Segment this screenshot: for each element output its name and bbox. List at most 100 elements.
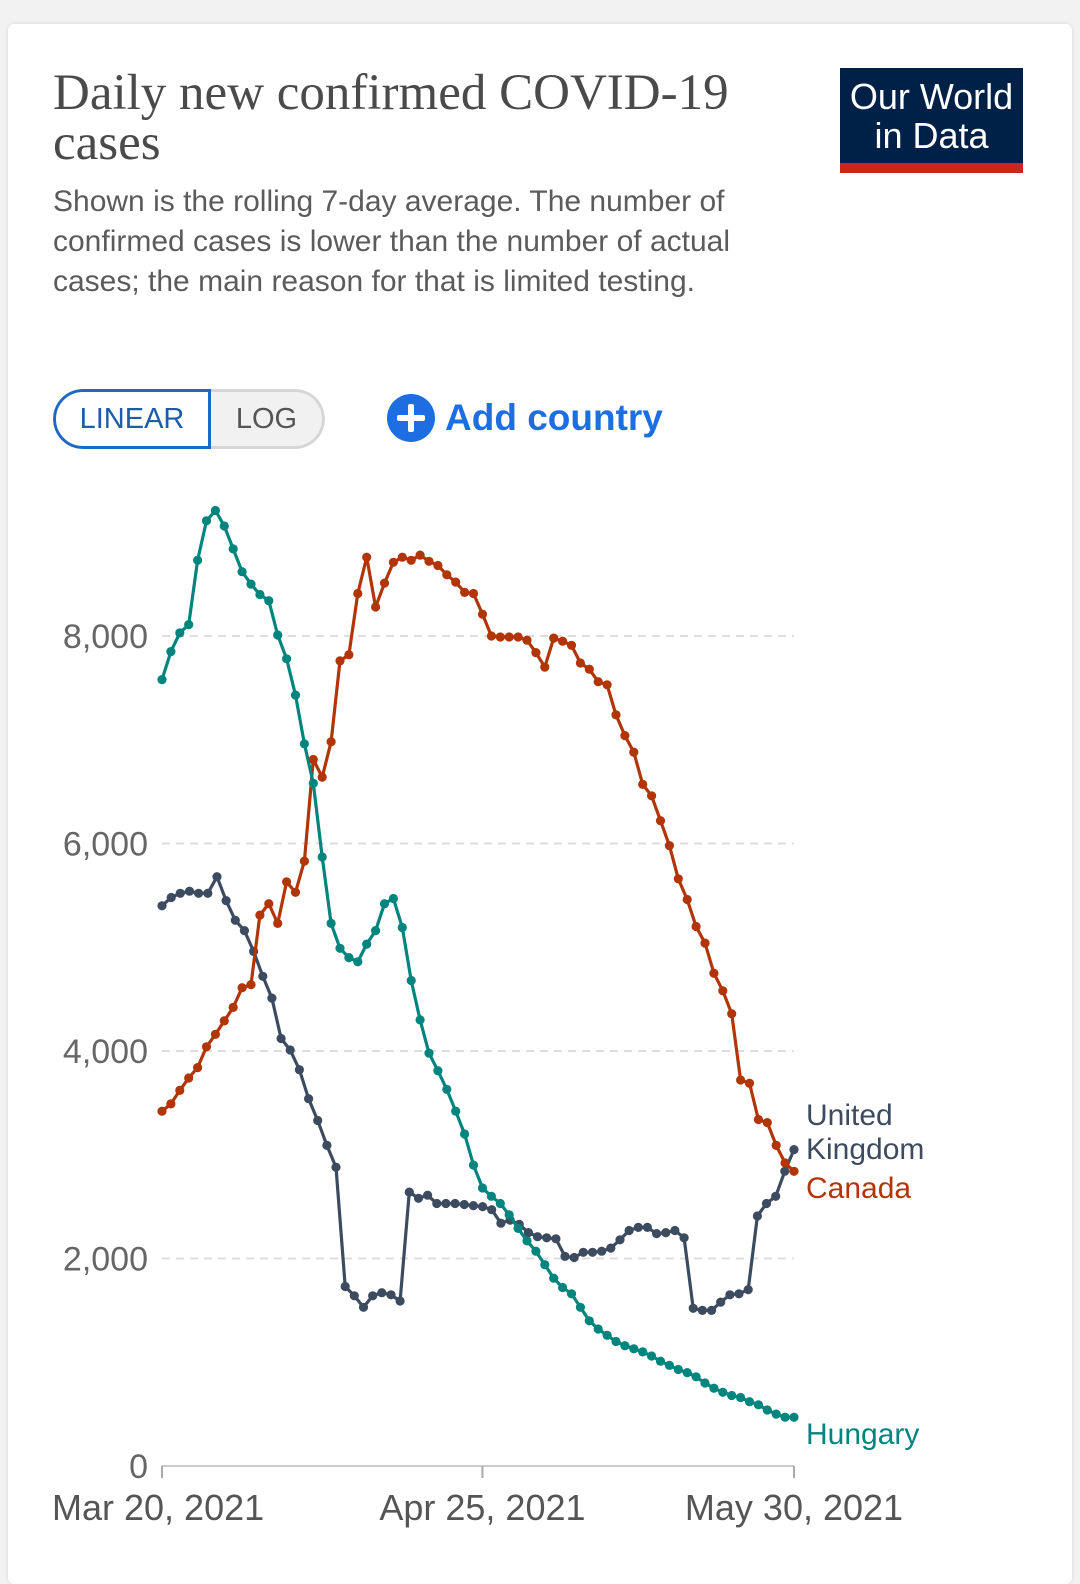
- data-point: [486, 631, 496, 641]
- data-point: [682, 894, 692, 905]
- linear-scale-button[interactable]: LINEAR: [53, 389, 211, 449]
- data-point: [789, 1166, 799, 1176]
- data-point: [415, 550, 425, 560]
- data-point: [575, 658, 586, 668]
- data-point: [647, 791, 657, 801]
- data-point: [450, 1198, 460, 1209]
- chart-title: Daily new confirmed COVID-19 cases: [53, 65, 729, 171]
- data-point: [237, 567, 247, 577]
- data-point: [691, 1372, 701, 1382]
- series-line-canada: [160, 553, 796, 1173]
- data-point: [166, 1099, 176, 1109]
- data-point: [294, 1065, 304, 1075]
- data-point: [388, 893, 398, 904]
- data-point: [451, 577, 461, 587]
- data-point: [377, 1288, 387, 1298]
- data-point: [575, 1302, 586, 1312]
- add-country-label: Add country: [445, 397, 663, 438]
- data-point: [201, 516, 212, 526]
- data-point: [468, 1160, 479, 1170]
- y-tick-label: 4,000: [63, 1033, 148, 1071]
- data-point: [566, 1289, 577, 1299]
- series-line-united-kingdom: [160, 875, 796, 1313]
- data-point: [752, 1211, 763, 1221]
- data-point: [647, 1351, 657, 1361]
- data-point: [709, 1383, 719, 1393]
- data-point: [513, 632, 523, 642]
- data-point: [532, 1232, 543, 1242]
- data-point: [290, 887, 301, 897]
- data-point: [358, 1302, 369, 1312]
- data-point: [697, 1305, 708, 1315]
- data-point: [753, 1400, 764, 1410]
- data-point: [629, 1344, 639, 1354]
- data-point: [210, 1029, 220, 1039]
- data-point: [629, 747, 639, 757]
- data-point: [673, 1364, 683, 1375]
- data-point: [642, 1222, 653, 1232]
- data-point: [611, 1336, 621, 1347]
- data-point: [679, 1233, 689, 1243]
- data-point: [542, 1233, 552, 1243]
- data-point: [349, 1291, 359, 1301]
- data-point: [219, 1016, 229, 1026]
- data-point: [743, 1285, 753, 1295]
- data-point: [558, 636, 568, 646]
- chart-card: [8, 24, 1072, 1584]
- data-point: [566, 640, 577, 650]
- data-point: [606, 1243, 616, 1253]
- data-point: [560, 1251, 570, 1261]
- data-point: [237, 983, 247, 993]
- data-point: [727, 1390, 737, 1401]
- data-point: [661, 1228, 671, 1238]
- data-point: [228, 1002, 238, 1013]
- data-point: [504, 1210, 514, 1220]
- data-point: [194, 888, 204, 898]
- data-point: [246, 980, 256, 990]
- log-scale-button[interactable]: LOG: [211, 389, 325, 449]
- data-point: [531, 648, 541, 658]
- data-point: [368, 1291, 378, 1301]
- data-point: [780, 1166, 790, 1176]
- data-point: [468, 588, 479, 599]
- data-point: [477, 1183, 488, 1193]
- data-point: [495, 1198, 505, 1209]
- data-point: [184, 886, 195, 896]
- data-point: [432, 1198, 442, 1209]
- data-point: [780, 1412, 790, 1422]
- data-point: [273, 630, 283, 640]
- data-point: [335, 943, 345, 953]
- data-point: [406, 975, 416, 986]
- data-point: [282, 877, 292, 887]
- data-point: [285, 1045, 295, 1055]
- data-point: [584, 664, 594, 674]
- data-point: [362, 939, 372, 949]
- data-point: [700, 1378, 710, 1388]
- data-point: [736, 1075, 746, 1085]
- data-point: [219, 521, 229, 531]
- data-point: [230, 915, 240, 925]
- data-point: [688, 1303, 698, 1313]
- data-point: [762, 1118, 772, 1128]
- data-point: [282, 654, 292, 664]
- data-point: [326, 918, 336, 929]
- data-point: [789, 1145, 799, 1155]
- owid-logo[interactable]: Our World in Data: [840, 68, 1023, 173]
- data-point: [175, 888, 185, 898]
- scale-toggle: LINEAR LOG: [53, 389, 325, 449]
- data-point: [388, 557, 398, 567]
- data-point: [371, 926, 381, 936]
- plus-circle-icon: [387, 394, 435, 442]
- data-point: [221, 896, 231, 906]
- data-point: [602, 680, 612, 690]
- data-point: [478, 1202, 488, 1212]
- data-point: [246, 579, 256, 589]
- add-country-button[interactable]: Add country: [387, 392, 663, 444]
- data-point: [267, 993, 277, 1003]
- data-point: [340, 1281, 350, 1292]
- data-point: [718, 1387, 728, 1397]
- data-point: [638, 779, 648, 790]
- data-point: [273, 918, 283, 929]
- data-point: [344, 953, 354, 963]
- data-point: [718, 986, 728, 996]
